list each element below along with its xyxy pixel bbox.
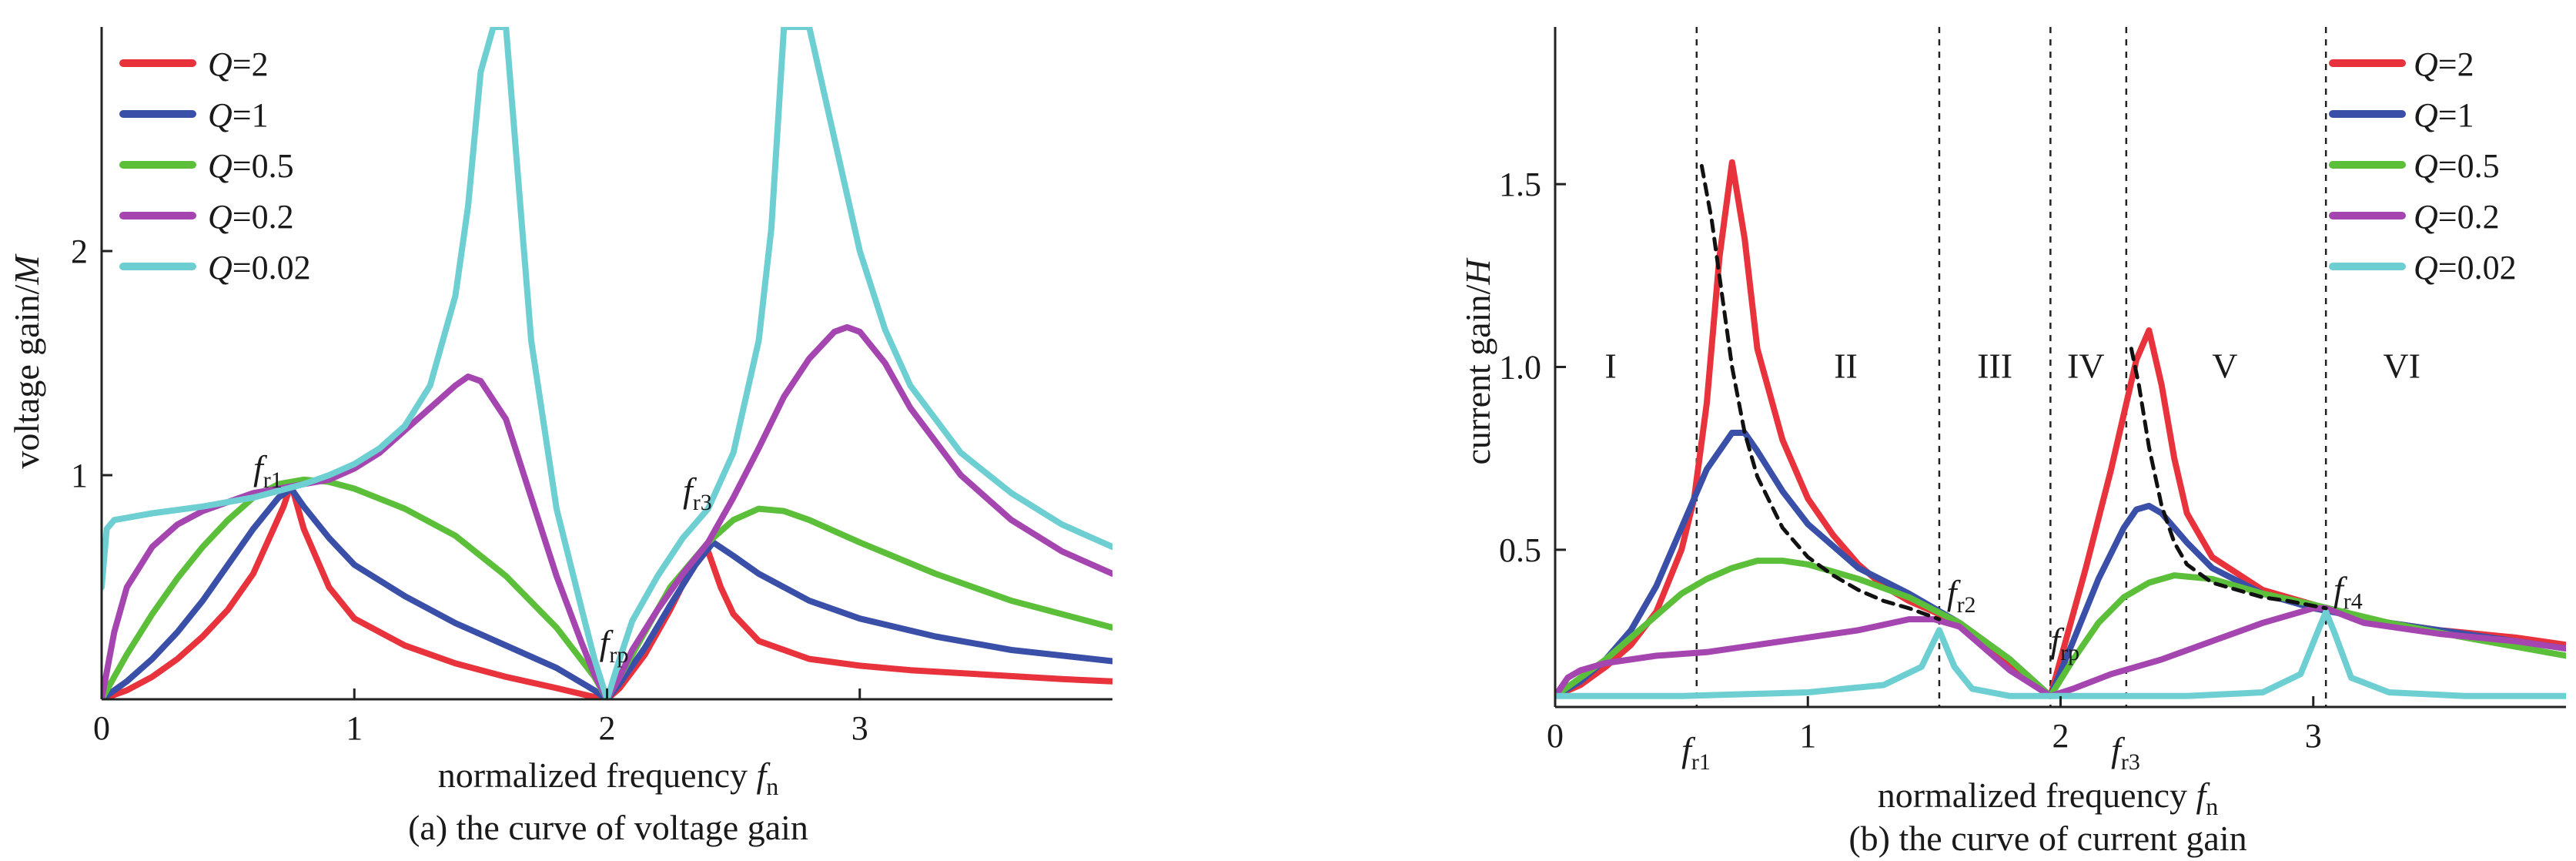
series-line-q-0-02 — [102, 27, 1112, 699]
y-tick-label: 1 — [71, 457, 88, 494]
x-tick-label: 1 — [346, 709, 363, 747]
legend-item: Q=0.02 — [2329, 249, 2517, 286]
legend-item: Q=2 — [2329, 45, 2474, 83]
frequency-annotation: fr3 — [683, 471, 712, 515]
y-tick-label: 1.5 — [1499, 166, 1541, 203]
legend: Q=2 Q=1 Q=0.5 Q=0.2 Q=0.02 — [2329, 45, 2517, 286]
series-line-q-2 — [1555, 159, 2566, 699]
y-tick-label: 1.0 — [1499, 349, 1541, 387]
frequency-annotation: fr2 — [1947, 573, 1976, 618]
x-tick-label: 0 — [93, 709, 110, 747]
x-axis-label: normalized frequency fn — [1878, 776, 2219, 820]
y-axis-label: current gain/H — [1458, 257, 1497, 465]
series-line-q-0-5 — [1555, 558, 2566, 699]
region-label: VI — [2383, 347, 2420, 386]
legend-item: Q=0.5 — [2329, 147, 2500, 185]
region-label: I — [1605, 347, 1617, 386]
legend-label: Q=0.2 — [2414, 198, 2500, 236]
series-line-q-0-2 — [102, 323, 1112, 699]
x-axis-label: normalized frequency fn — [438, 755, 779, 800]
series-line-q-0-5 — [102, 476, 1112, 699]
frequency-annotation: fr4 — [2333, 569, 2363, 614]
chart-caption: (b) the curve of current gain — [1848, 819, 2246, 858]
legend-item: Q=0.2 — [2329, 198, 2500, 236]
x-tick-label: 2 — [2052, 717, 2069, 755]
current-gain-ticks: 0 1 2 3 0.5 1.0 1.5 — [1499, 166, 2322, 755]
legend-label: Q=0.02 — [2414, 249, 2517, 286]
frequency-annotation: fr1 — [253, 448, 283, 493]
x-tick-label: 1 — [1799, 717, 1816, 755]
region-label: III — [1977, 347, 2012, 386]
legend-label: Q=1 — [2414, 96, 2474, 134]
x-tick-label: 3 — [2305, 717, 2322, 755]
legend-label: Q=0.5 — [2414, 147, 2500, 185]
y-tick-label: 0.5 — [1499, 531, 1541, 569]
region-label: IV — [2067, 347, 2105, 386]
series-line-q-2 — [102, 481, 1112, 699]
legend-label: Q=2 — [208, 45, 269, 83]
voltage-gain-ticks: 0 1 2 3 1 2 — [71, 233, 868, 747]
y-axis-label: voltage gain/M — [7, 253, 46, 469]
current-gain-series — [1555, 159, 2566, 699]
legend-label: Q=0.5 — [208, 147, 294, 185]
voltage-gain-panel: 0 1 2 3 1 2 fr1 frp fr3 Q=2 Q=1 Q=0.5 Q=0.2 Q=0… — [7, 27, 1112, 847]
series-line-q-1 — [102, 485, 1112, 699]
frequency-annotation: fr3 — [2111, 730, 2140, 775]
series-line-envelope-2 — [2129, 347, 2328, 611]
frequency-annotation: fr1 — [1681, 730, 1711, 775]
x-tick-label: 2 — [599, 709, 616, 747]
frequency-annotation: frp — [2050, 621, 2079, 665]
legend-label: Q=0.02 — [208, 249, 311, 286]
legend-label: Q=0.2 — [208, 198, 294, 236]
y-tick-label: 2 — [71, 233, 88, 270]
voltage-gain-series — [102, 27, 1112, 699]
legend: Q=2 Q=1 Q=0.5 Q=0.2 Q=0.02 — [119, 45, 311, 286]
legend-item: Q=0.2 — [119, 198, 294, 236]
region-boundaries — [1695, 27, 2327, 707]
legend-item: Q=1 — [2329, 96, 2474, 134]
region-label: II — [1834, 347, 1858, 386]
series-line-envelope-1 — [1699, 163, 1942, 621]
frequency-annotation: frp — [600, 623, 629, 668]
legend-item: Q=0.02 — [119, 249, 311, 286]
legend-item: Q=1 — [119, 96, 269, 134]
legend-item: Q=2 — [119, 45, 269, 83]
region-label: V — [2212, 347, 2237, 386]
x-tick-label: 3 — [851, 709, 868, 747]
legend-label: Q=1 — [208, 96, 269, 134]
current-gain-panel: 0 1 2 30.51.01.5 I II III IV V VI fr1fr2frpfr3fr… — [1458, 27, 2566, 858]
x-tick-label: 0 — [1547, 717, 1564, 755]
voltage-gain-annotations: fr1 frp fr3 — [253, 448, 712, 668]
legend-label: Q=2 — [2414, 45, 2474, 83]
series-line-q-0-02 — [1555, 608, 2566, 699]
region-labels: I II III IV V VI — [1605, 347, 2420, 386]
chart-caption: (a) the curve of voltage gain — [408, 808, 808, 847]
legend-item: Q=0.5 — [119, 147, 294, 185]
